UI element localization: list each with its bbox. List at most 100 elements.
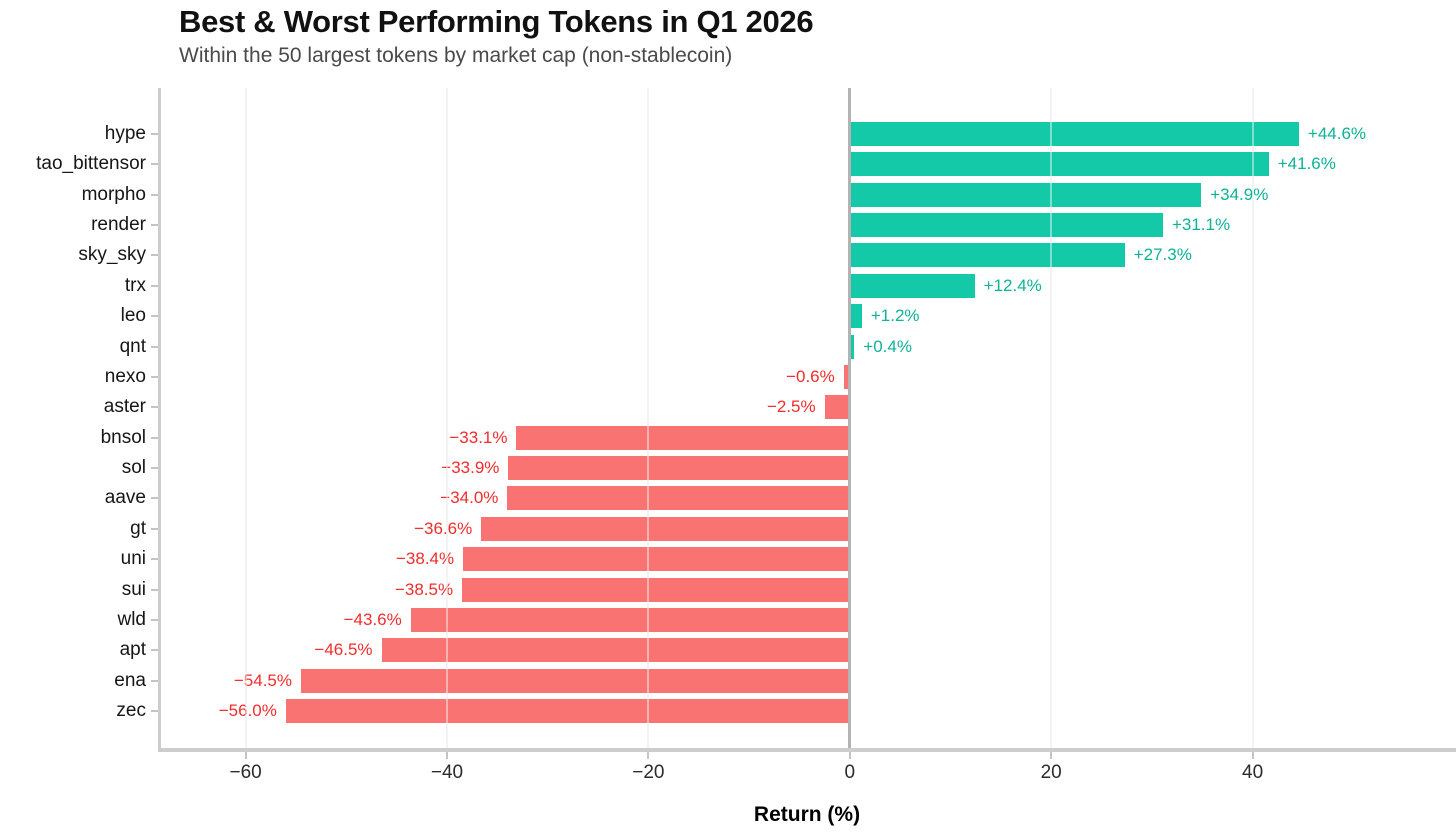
value-label-nexo: −0.6% (786, 366, 835, 386)
bar-morpho (851, 182, 1202, 207)
category-label-wld: wld (117, 608, 146, 630)
y-tick-bnsol (151, 436, 158, 439)
category-label-aster: aster (103, 396, 146, 418)
gridline--20 (647, 88, 650, 748)
bar-ena (300, 668, 849, 693)
value-label-render: +31.1% (1171, 215, 1231, 235)
gridline--40 (446, 88, 448, 748)
y-tick-hype (151, 133, 158, 135)
bar-apt (381, 638, 849, 663)
y-tick-render (151, 224, 158, 227)
category-label-uni: uni (120, 548, 146, 570)
y-tick-uni (151, 558, 158, 561)
x-axis-title: Return (%) (753, 803, 861, 826)
y-tick-aster (151, 406, 158, 409)
y-tick-gt (151, 527, 158, 530)
y-tick-apt (151, 649, 158, 652)
bar-sol (508, 456, 849, 481)
y-tick-sui (151, 588, 158, 591)
gridline--60 (244, 88, 247, 748)
x-axis-spine (158, 748, 1456, 752)
y-tick-nexo (151, 375, 158, 378)
y-tick-morpho (151, 193, 158, 196)
category-label-tao_bittensor: tao_bittensor (36, 153, 146, 175)
value-label-aster: −2.5% (766, 397, 816, 417)
value-label-trx: +12.4% (983, 275, 1042, 295)
value-label-sui: −38.5% (394, 579, 454, 599)
value-label-wld: −43.6% (343, 609, 402, 629)
category-label-sui: sui (121, 578, 146, 600)
bar-nexo (843, 364, 849, 389)
bar-zec (285, 699, 849, 724)
category-label-nexo: nexo (104, 365, 146, 387)
x-tick-label--20: −20 (632, 762, 665, 783)
x-tick-label--60: −60 (229, 762, 262, 783)
category-label-ena: ena (114, 669, 146, 691)
x-tick-mark--60 (244, 752, 247, 759)
y-tick-sky_sky (151, 254, 158, 257)
category-label-leo: leo (120, 305, 146, 327)
category-label-trx: trx (124, 274, 146, 296)
chart-title: Best & Worst Performing Tokens in Q1 202… (179, 4, 814, 39)
value-label-qnt: +0.4% (863, 336, 912, 356)
category-label-bnsol: bnsol (100, 426, 146, 448)
value-label-morpho: +34.9% (1210, 184, 1269, 204)
value-label-sol: −33.9% (441, 458, 500, 478)
y-tick-sol (151, 467, 158, 470)
y-axis-spine (158, 88, 161, 748)
bar-tao_bittensor (851, 152, 1269, 177)
category-label-render: render (91, 214, 146, 236)
x-tick-mark--40 (446, 752, 448, 759)
category-label-qnt: qnt (119, 335, 146, 357)
bar-leo (851, 304, 862, 329)
value-label-leo: +1.2% (870, 306, 920, 326)
y-tick-qnt (151, 345, 158, 348)
gridline-20 (1050, 88, 1053, 748)
x-tick-label-0: 0 (844, 762, 856, 783)
gridline-overlay-20 (1050, 88, 1053, 748)
value-label-apt: −46.5% (314, 640, 373, 660)
x-tick-label-40: 40 (1242, 762, 1264, 783)
bar-uni (463, 547, 849, 572)
bar-render (851, 213, 1163, 238)
bar-sky_sky (851, 243, 1125, 268)
plot-area: hype +44.6% tao_bittensor +41.6% morpho +34.9… (36, 88, 1456, 783)
gridline-40 (1251, 88, 1254, 748)
bar-wld (410, 607, 849, 632)
category-label-zec: zec (116, 700, 146, 722)
bar-aster (824, 395, 849, 420)
y-tick-leo (151, 315, 158, 318)
y-tick-ena (151, 679, 158, 682)
category-label-sky_sky: sky_sky (78, 244, 146, 266)
gridline-overlay--40 (446, 88, 448, 748)
y-tick-trx (151, 284, 158, 287)
gridline-overlay-40 (1251, 88, 1254, 748)
x-tick-mark--20 (647, 752, 650, 759)
x-tick-label--40: −40 (430, 762, 464, 783)
bar-trx (851, 273, 975, 298)
gridline-overlay--20 (647, 88, 650, 748)
y-tick-wld (151, 618, 158, 621)
value-label-ena: −54.5% (233, 670, 292, 690)
bar-gt (481, 516, 849, 541)
bar-hype (851, 122, 1299, 146)
x-tick-mark-20 (1050, 752, 1053, 759)
category-label-hype: hype (104, 123, 146, 144)
x-tick-mark-0 (848, 752, 851, 759)
bar-qnt (851, 334, 855, 359)
x-tick-label-20: 20 (1040, 762, 1062, 783)
category-label-apt: apt (119, 639, 146, 661)
value-label-uni: −38.4% (395, 549, 455, 569)
value-label-zec: −56.0% (218, 701, 277, 721)
category-label-gt: gt (130, 517, 146, 539)
value-label-hype: +44.6% (1307, 124, 1367, 143)
value-label-aave: −34.0% (440, 488, 499, 508)
value-label-bnsol: −33.1% (449, 427, 508, 447)
y-tick-tao_bittensor (151, 163, 158, 166)
zero-axis-line (848, 88, 852, 748)
category-label-sol: sol (121, 457, 146, 479)
category-label-aave: aave (104, 487, 146, 509)
gridline-overlay--60 (244, 88, 247, 748)
value-label-gt: −36.6% (414, 518, 473, 538)
